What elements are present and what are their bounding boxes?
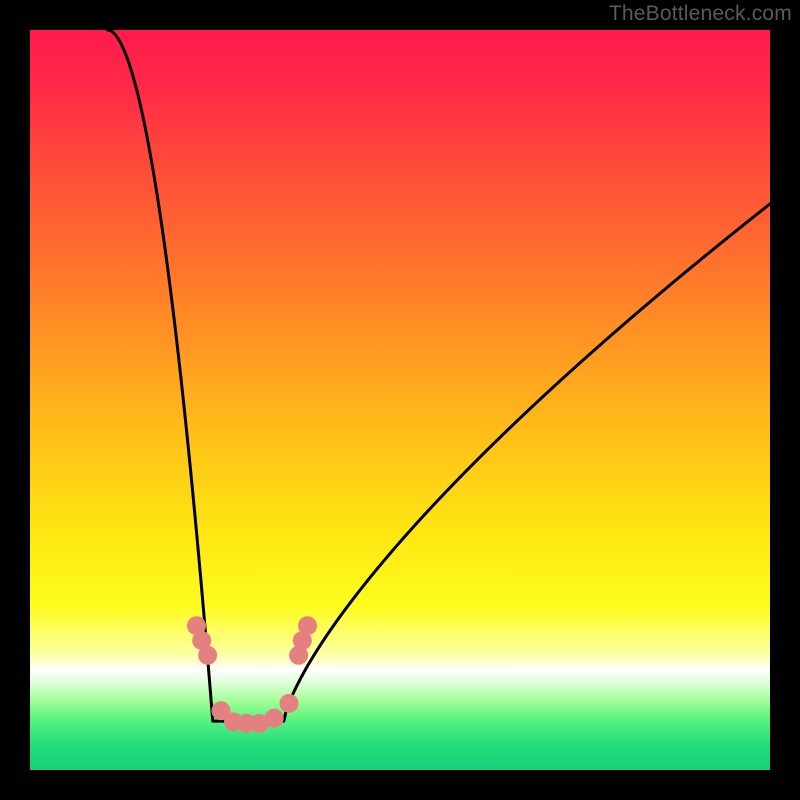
curve-marker — [198, 646, 217, 665]
stage: TheBottleneck.com — [0, 0, 800, 800]
curve-marker — [280, 694, 299, 713]
curve-marker — [298, 616, 317, 635]
curve-marker — [265, 709, 284, 728]
watermark-text: TheBottleneck.com — [609, 2, 792, 26]
bottleneck-chart — [0, 0, 800, 800]
gradient-background — [30, 30, 770, 770]
